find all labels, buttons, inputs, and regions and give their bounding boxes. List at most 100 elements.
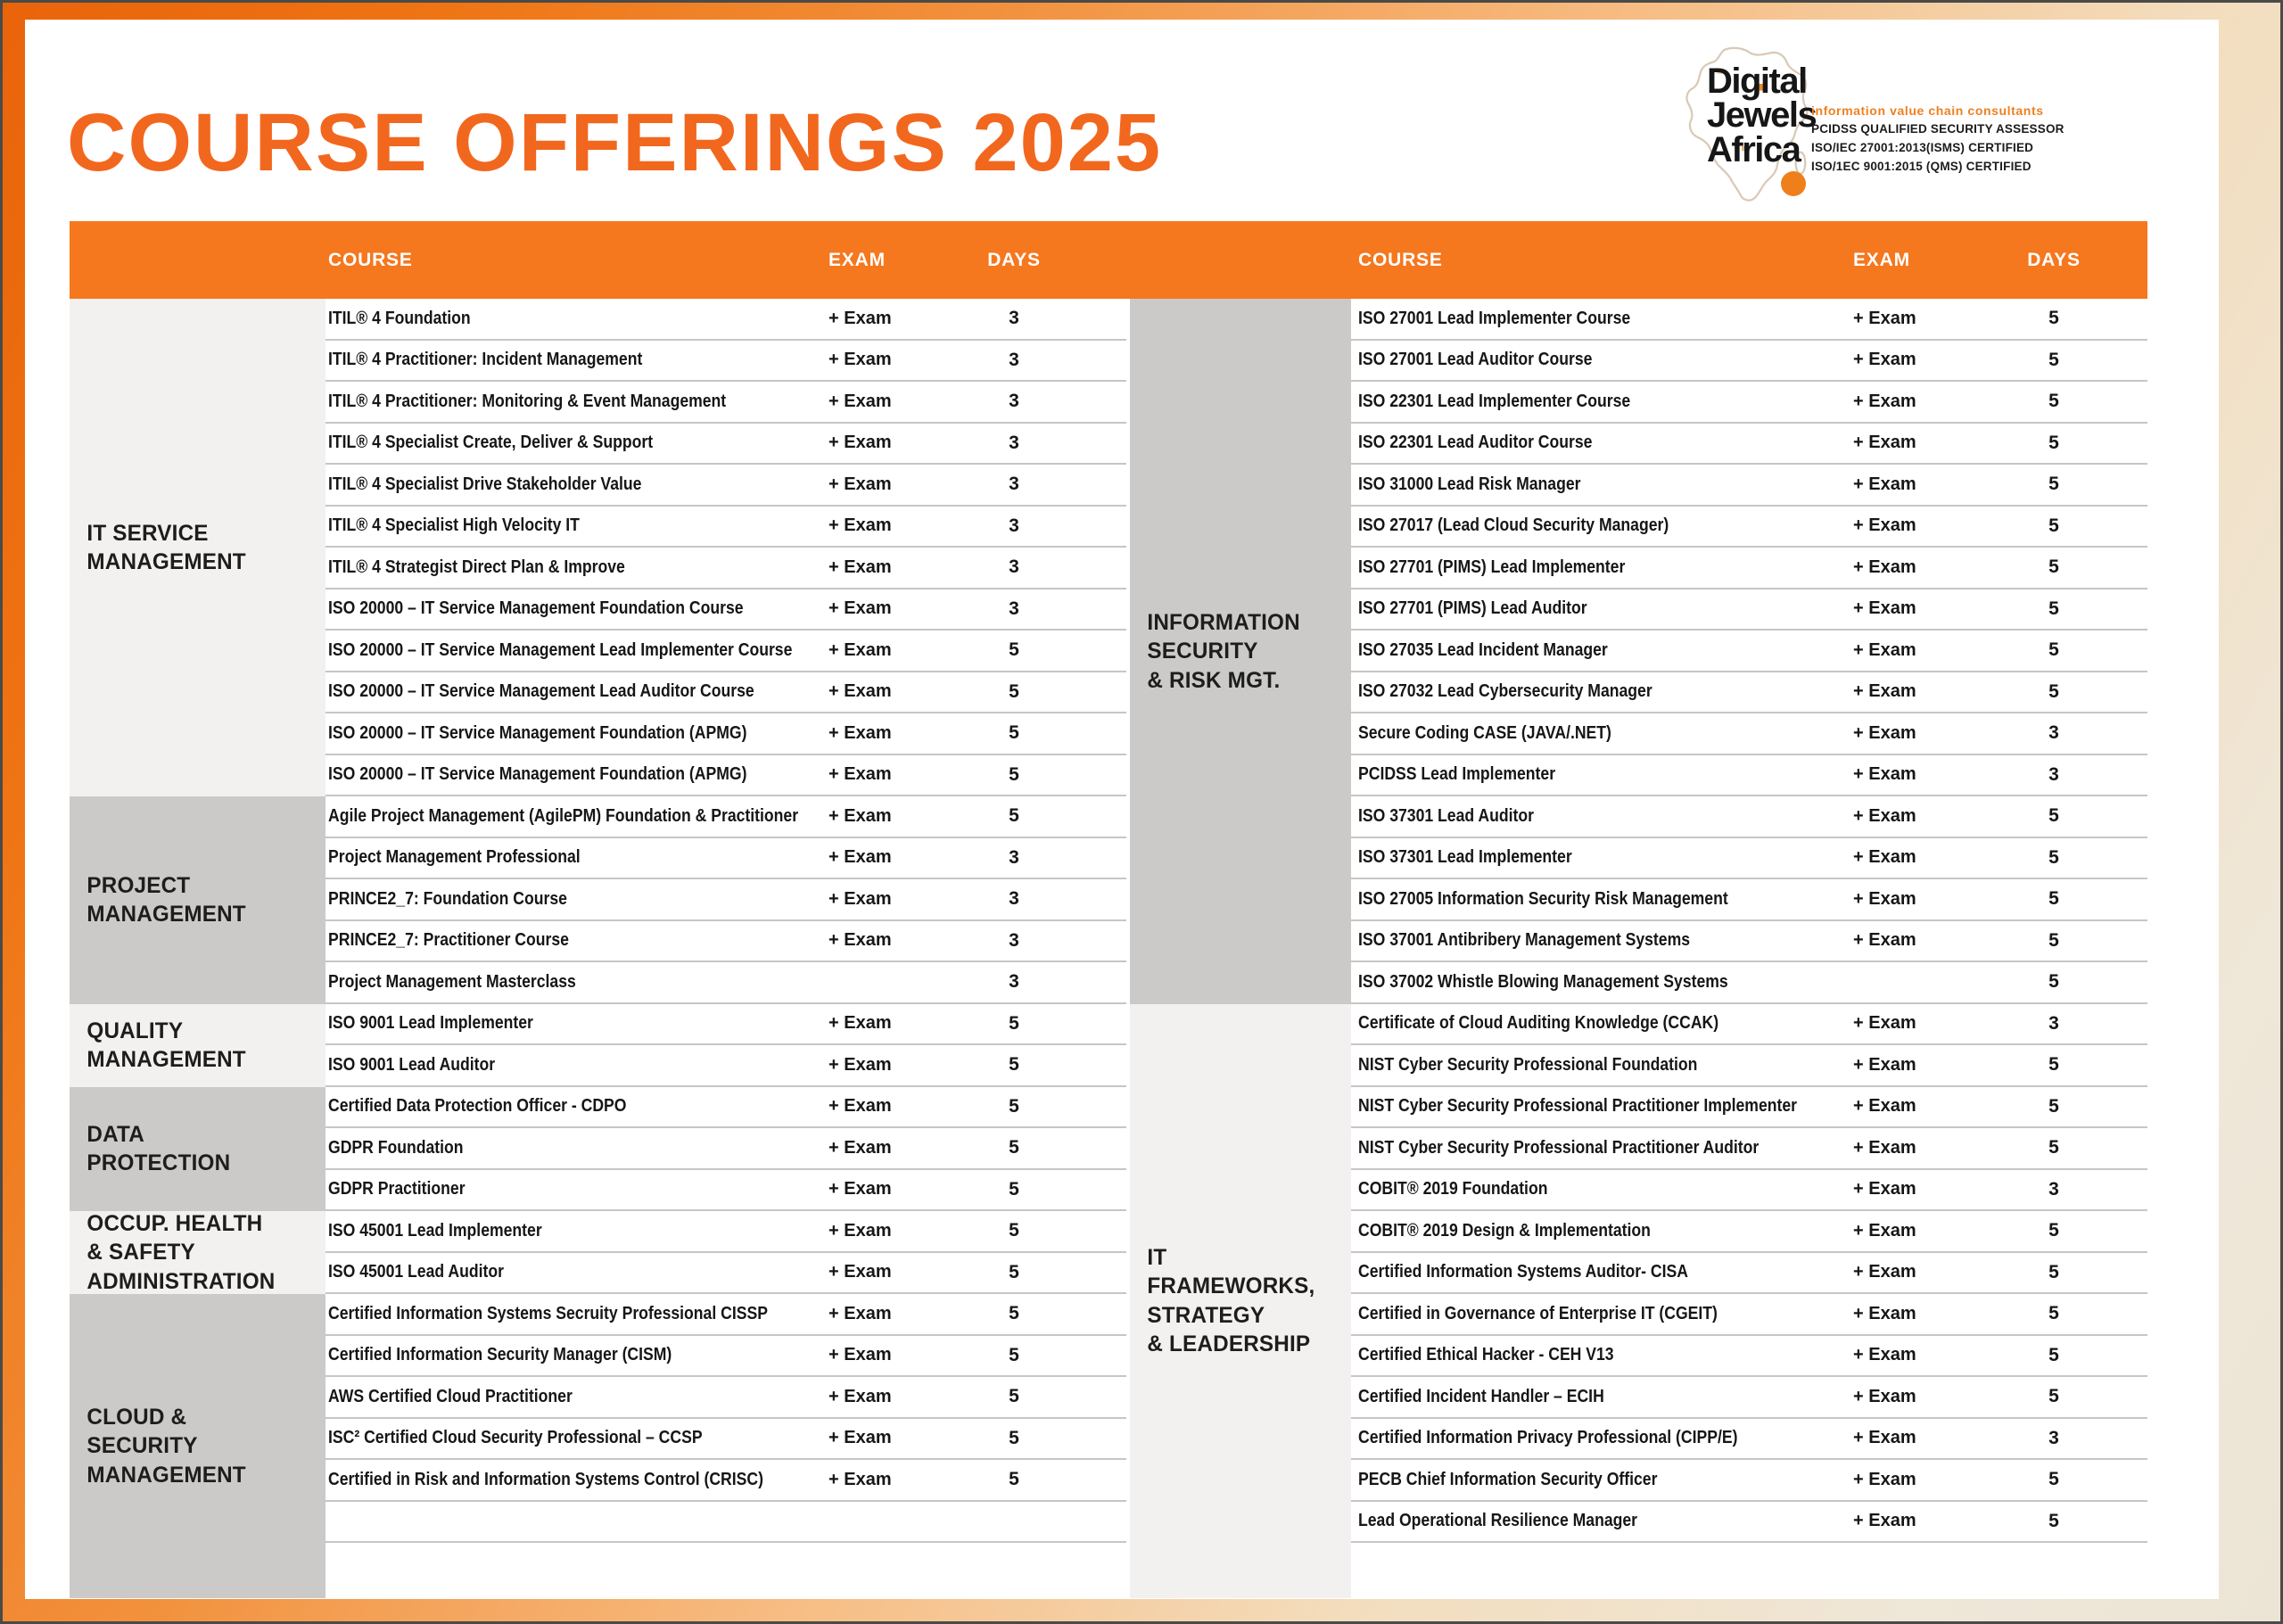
course-name-cell: Project Management Professional <box>328 847 581 868</box>
course-row: PECB Chief Information Security Officer … <box>1351 1460 2147 1502</box>
exam-cell: + Exam <box>1853 1386 1916 1406</box>
brand-tagline: information value chain consultants <box>1811 103 2044 118</box>
empty-row <box>326 1543 1126 1585</box>
course-row: ISC² Certified Cloud Security Profession… <box>326 1419 1126 1460</box>
brand-name: Digital Jewels Africa <box>1707 63 1817 168</box>
course-row: COBIT® 2019 Design & Implementation + Ex… <box>1351 1211 2147 1253</box>
course-row: ISO 27035 Lead Incident Manager + Exam 5 <box>1351 631 2147 672</box>
course-row: ISO 37002 Whistle Blowing Management Sys… <box>1351 962 2147 1004</box>
exam-cell: + Exam <box>828 391 892 411</box>
course-name-cell: ISO 20000 – IT Service Management Lead I… <box>328 639 793 660</box>
days-cell: 5 <box>1009 1178 1019 1199</box>
header-course-left: COURSE <box>328 249 413 270</box>
course-row: ISO 31000 Lead Risk Manager + Exam 5 <box>1351 465 2147 507</box>
course-row: ISO 9001 Lead Auditor + Exam 5 <box>326 1045 1126 1087</box>
days-cell: 3 <box>2048 1012 2059 1034</box>
course-name-cell: Certified Data Protection Officer - CDPO <box>328 1096 627 1117</box>
table-left-half: IT SERVICE MANAGEMENT ITIL® 4 Foundation… <box>70 299 1126 1598</box>
course-row: ISO 27701 (PIMS) Lead Implementer + Exam… <box>1351 548 2147 589</box>
exam-cell: + Exam <box>1853 681 1916 702</box>
course-row: NIST Cyber Security Professional Practit… <box>1351 1128 2147 1170</box>
course-name-cell: Project Management Masterclass <box>328 971 576 992</box>
header-exam-right: EXAM <box>1853 249 1910 270</box>
course-row: ITIL® 4 Specialist Create, Deliver & Sup… <box>326 424 1126 465</box>
table-header-right: COURSE EXAM DAYS <box>1126 221 2147 299</box>
days-cell: 5 <box>2048 1344 2059 1365</box>
days-cell: 5 <box>1009 1469 1019 1490</box>
course-row: ISO 27001 Lead Implementer Course + Exam… <box>1351 299 2147 341</box>
course-name-cell: ISC² Certified Cloud Security Profession… <box>328 1428 703 1448</box>
exam-cell: + Exam <box>828 681 892 702</box>
exam-cell: + Exam <box>1853 515 1916 536</box>
brand-cert-2: ISO/IEC 27001:2013(ISMS) CERTIFIED <box>1811 140 2034 154</box>
section-rows: ISO 45001 Lead Implementer + Exam 5 ISO … <box>326 1211 1126 1294</box>
exam-cell: + Exam <box>1853 433 1916 453</box>
exam-cell: + Exam <box>1853 639 1916 660</box>
course-name-cell: Certified in Risk and Information System… <box>328 1469 763 1489</box>
days-cell: 3 <box>1009 308 1019 329</box>
empty-row <box>1351 1543 2147 1585</box>
days-cell: 3 <box>1009 971 1019 993</box>
exam-cell: + Exam <box>1853 1262 1916 1282</box>
exam-cell: + Exam <box>1853 847 1916 868</box>
course-name-cell: GDPR Foundation <box>328 1137 464 1158</box>
section-rows: ISO 27001 Lead Implementer Course + Exam… <box>1351 299 2147 1004</box>
course-name-cell: COBIT® 2019 Foundation <box>1358 1179 1548 1199</box>
exam-cell: + Exam <box>1853 1345 1916 1365</box>
exam-cell: + Exam <box>1853 1179 1916 1199</box>
course-row: Certified Information Systems Auditor- C… <box>1351 1253 2147 1294</box>
days-cell: 5 <box>2048 1469 2059 1490</box>
days-cell: 3 <box>1009 929 1019 951</box>
table-header: COURSE EXAM DAYS COURSE EXAM DAYS <box>70 221 2147 299</box>
exam-cell: + Exam <box>828 1262 892 1282</box>
exam-cell: + Exam <box>828 1054 892 1075</box>
exam-cell: + Exam <box>1853 1013 1916 1034</box>
days-cell: 5 <box>1009 805 1019 827</box>
exam-cell: + Exam <box>828 847 892 868</box>
exam-cell: + Exam <box>1853 598 1916 619</box>
brand-logo: Digital Jewels Africa information value … <box>1677 45 2212 218</box>
course-name-cell: PRINCE2_7: Practitioner Course <box>328 930 569 951</box>
brand-name-line2: Jewels <box>1707 95 1817 136</box>
exam-cell: + Exam <box>828 556 892 577</box>
course-row: ISO 27017 (Lead Cloud Security Manager) … <box>1351 507 2147 548</box>
exam-cell: + Exam <box>1853 805 1916 826</box>
exam-cell: + Exam <box>1853 764 1916 785</box>
course-row: Certified in Governance of Enterprise IT… <box>1351 1294 2147 1336</box>
course-name-cell: ITIL® 4 Strategist Direct Plan & Improve <box>328 556 625 577</box>
days-cell: 5 <box>2048 349 2059 370</box>
course-row: COBIT® 2019 Foundation + Exam 3 <box>1351 1170 2147 1211</box>
days-cell: 3 <box>1009 556 1019 578</box>
section-rows: Agile Project Management (AgilePM) Found… <box>326 796 1126 1004</box>
exam-cell: + Exam <box>1853 888 1916 909</box>
course-name-cell: Certified Incident Handler – ECIH <box>1358 1386 1604 1406</box>
exam-cell: + Exam <box>1853 1469 1916 1489</box>
category-cell: IT FRAMEWORKS, STRATEGY & LEADERSHIP <box>1130 1003 1351 1598</box>
exam-cell: + Exam <box>828 722 892 743</box>
course-name-cell: ITIL® 4 Foundation <box>328 308 471 328</box>
course-row: ISO 27001 Lead Auditor Course + Exam 5 <box>1351 341 2147 382</box>
brand-cert-1: PCIDSS QUALIFIED SECURITY ASSESSOR <box>1811 122 2065 136</box>
page-title: COURSE OFFERINGS 2025 <box>67 97 1163 188</box>
course-name-cell: ISO 45001 Lead Implementer <box>328 1220 542 1241</box>
exam-cell: + Exam <box>828 930 892 951</box>
exam-cell: + Exam <box>1853 930 1916 951</box>
category-label: IT SERVICE MANAGEMENT <box>87 520 246 575</box>
course-row: Certified Incident Handler – ECIH + Exam… <box>1351 1377 2147 1419</box>
exam-cell: + Exam <box>1853 350 1916 370</box>
course-section: DATA PROTECTION Certified Data Protectio… <box>70 1086 1126 1211</box>
days-cell: 5 <box>1009 722 1019 744</box>
days-cell: 3 <box>2048 722 2059 744</box>
exam-cell: + Exam <box>1853 1511 1916 1531</box>
africa-map-icon <box>1685 46 1809 202</box>
course-row: ITIL® 4 Strategist Direct Plan & Improve… <box>326 548 1126 589</box>
course-name-cell <box>1351 1554 1844 1574</box>
course-name-cell: Certified Information Systems Secruity P… <box>328 1303 768 1323</box>
course-name-cell: Certified in Governance of Enterprise IT… <box>1358 1303 1718 1323</box>
exam-cell: + Exam <box>1853 1054 1916 1075</box>
course-name-cell: ISO 37002 Whistle Blowing Management Sys… <box>1358 971 1728 992</box>
course-row: Agile Project Management (AgilePM) Found… <box>326 796 1126 838</box>
course-row: ISO 27701 (PIMS) Lead Auditor + Exam 5 <box>1351 589 2147 631</box>
course-name-cell: AWS Certified Cloud Practitioner <box>328 1386 573 1406</box>
course-row: Project Management Professional + Exam 3 <box>326 838 1126 879</box>
